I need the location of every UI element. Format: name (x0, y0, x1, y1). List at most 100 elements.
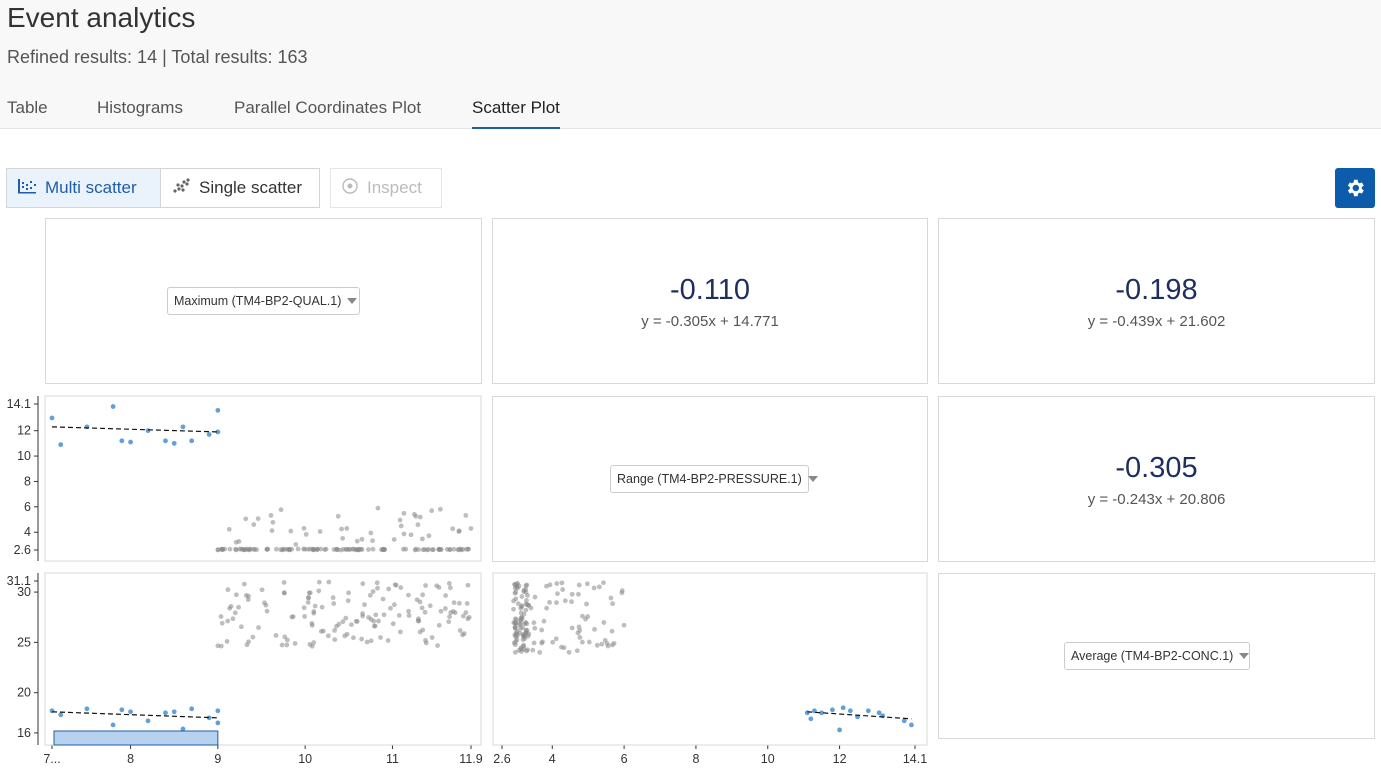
data-point (448, 610, 454, 615)
data-point (580, 613, 585, 619)
selected-data-point (58, 712, 64, 718)
tab-scatter-plot[interactable]: Scatter Plot (472, 98, 560, 129)
data-point (465, 546, 471, 552)
selected-data-point (840, 705, 846, 711)
data-point (332, 627, 338, 633)
regression-equation: y = -0.439x + 21.602 (1087, 313, 1226, 330)
data-point (406, 608, 411, 614)
data-point (351, 635, 356, 641)
y-tick-label: 10 (17, 449, 31, 463)
selection-brush[interactable] (53, 730, 219, 746)
data-point (281, 580, 287, 585)
data-point (586, 639, 592, 645)
data-point (278, 507, 284, 513)
data-point (288, 528, 294, 534)
data-point (332, 637, 338, 643)
multi-scatter-button[interactable]: Multi scatter (6, 168, 161, 208)
data-point (414, 597, 420, 603)
data-point (429, 635, 435, 640)
data-point (422, 547, 427, 552)
selected-data-point (189, 706, 195, 712)
data-point (512, 620, 518, 626)
data-point (391, 602, 397, 608)
selected-data-point (119, 438, 125, 444)
trendline (51, 711, 218, 719)
x-tick-label: 7... (43, 752, 60, 766)
data-point (279, 642, 285, 648)
single-scatter-label: Single scatter (199, 178, 302, 197)
data-point (227, 605, 233, 611)
data-point (523, 601, 529, 607)
regression-equation: y = -0.305x + 14.771 (641, 313, 779, 330)
data-point (512, 590, 518, 596)
data-point (574, 648, 580, 654)
data-point (230, 616, 236, 622)
selected-data-point (189, 438, 195, 444)
selected-data-point (84, 706, 90, 712)
y-tick-label: 2.6 (14, 543, 31, 557)
data-point (541, 618, 547, 624)
data-point (419, 605, 425, 611)
data-point (398, 585, 404, 590)
data-point (437, 506, 443, 512)
data-point (346, 590, 351, 596)
data-point (466, 614, 472, 620)
data-point (416, 547, 422, 552)
settings-button[interactable] (1335, 168, 1375, 208)
data-point (326, 579, 332, 585)
data-point (232, 610, 238, 616)
data-point (323, 546, 329, 552)
x-tick-label: 2.6 (493, 752, 510, 766)
data-point (246, 593, 251, 599)
data-point (601, 580, 606, 586)
tab-parallel-coordinates[interactable]: Parallel Coordinates Plot (234, 98, 422, 117)
diagonal-cell-range: Range (TM4-BP2-PRESSURE.1) (492, 396, 928, 562)
x-tick-label: 6 (621, 752, 628, 766)
data-point (316, 579, 322, 585)
data-point (519, 604, 524, 610)
data-point (318, 546, 324, 552)
data-point (366, 547, 371, 552)
data-point (305, 600, 311, 605)
data-point (596, 584, 602, 590)
chevron-down-icon (1239, 653, 1250, 659)
data-point (422, 609, 428, 615)
data-point (360, 581, 366, 587)
data-point (420, 627, 426, 633)
variable-select-maximum[interactable]: Maximum (TM4-BP2-QUAL.1) (167, 287, 360, 315)
x-tick-label: 12 (833, 752, 847, 766)
data-point (537, 650, 543, 655)
scatter-frame-average-maximum (44, 572, 482, 746)
data-point (547, 582, 553, 588)
data-point (521, 589, 527, 595)
variable-select-range[interactable]: Range (TM4-BP2-PRESSURE.1) (610, 465, 818, 493)
data-point (354, 538, 360, 544)
data-point (305, 546, 311, 552)
selected-data-point (206, 432, 212, 437)
selected-data-point (119, 707, 125, 713)
data-point (601, 620, 607, 625)
data-point (585, 614, 591, 619)
single-scatter-button[interactable]: Single scatter (160, 168, 320, 208)
selected-data-point (163, 438, 168, 444)
data-point (438, 547, 444, 552)
selected-data-point (830, 707, 835, 713)
tab-histograms[interactable]: Histograms (97, 98, 183, 117)
data-point (569, 599, 574, 605)
data-point (436, 622, 442, 628)
data-point (256, 625, 261, 630)
selected-data-point (128, 709, 133, 715)
data-point (605, 643, 611, 649)
inspect-button[interactable]: Inspect (330, 168, 442, 208)
variable-select-average[interactable]: Average (TM4-BP2-CONC.1) (1064, 642, 1250, 670)
x-tick-label: 11 (386, 752, 399, 766)
data-point (354, 619, 360, 624)
data-point (314, 546, 320, 552)
data-point (443, 593, 449, 598)
data-point (345, 598, 351, 604)
data-point (446, 580, 452, 586)
data-point (375, 505, 381, 511)
data-point (434, 583, 440, 589)
tab-table[interactable]: Table (7, 98, 48, 117)
